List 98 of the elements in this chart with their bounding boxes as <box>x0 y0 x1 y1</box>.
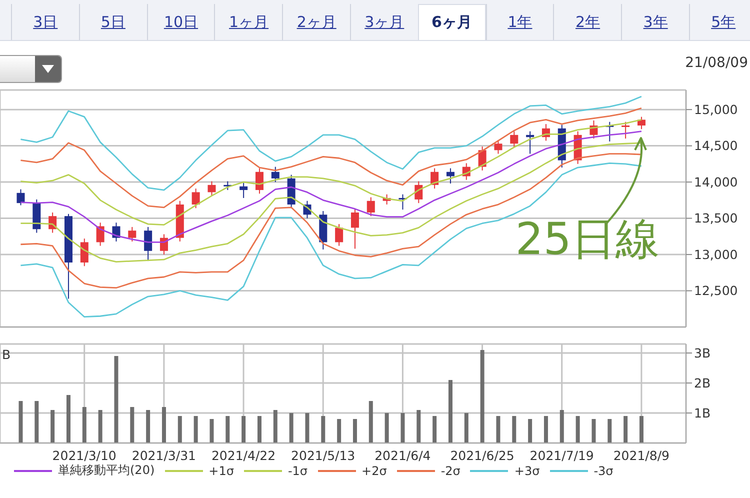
text: 3日 <box>11 4 79 40</box>
bar <box>512 416 516 443</box>
candlestick <box>144 226 152 262</box>
bar <box>560 410 564 443</box>
candlestick <box>526 130 534 154</box>
candlestick <box>350 208 359 250</box>
x-tick-label: 2021/7/19 <box>530 448 594 463</box>
candlestick <box>208 180 216 196</box>
bar <box>368 401 373 443</box>
bar <box>242 416 246 443</box>
bar <box>50 410 55 443</box>
x-tick-label: 2021/3/31 <box>132 448 196 463</box>
bar <box>273 410 278 443</box>
candlestick <box>271 166 280 183</box>
bar <box>576 416 580 443</box>
candlestick <box>335 224 344 246</box>
bar <box>416 410 421 443</box>
candlestick <box>192 188 200 209</box>
candlestick <box>446 168 454 184</box>
bar <box>305 413 310 443</box>
legend-label: -1σ <box>288 464 308 478</box>
candlestick <box>510 130 518 148</box>
bar <box>289 413 294 443</box>
text: 1ヶ月 <box>214 4 282 40</box>
x-tick-label: 2021/8/9 <box>613 448 670 463</box>
legend-label: +3σ <box>514 464 540 478</box>
candlestick <box>16 188 25 206</box>
text: 3ヶ月 <box>350 4 418 40</box>
candlestick <box>494 140 502 154</box>
x-tick-label: 2021/4/22 <box>211 448 276 463</box>
y-tick-label: 13,000 <box>694 246 738 262</box>
candlestick <box>255 168 264 194</box>
text: 21/08/09 <box>685 55 748 71</box>
bar <box>226 416 230 443</box>
text: 6ヶ月 <box>418 4 486 40</box>
candlestick <box>240 182 248 198</box>
bar <box>592 419 596 443</box>
legend-label: +1σ <box>208 464 234 478</box>
bar <box>639 416 644 443</box>
y-tick-label: 1B <box>694 405 711 420</box>
bar <box>178 416 182 443</box>
bar <box>496 416 500 443</box>
bar <box>162 407 166 443</box>
candlestick <box>637 116 646 130</box>
x-tick-label: 2021/6/4 <box>374 448 431 463</box>
annotation: 25日線 <box>515 214 660 266</box>
candlestick <box>622 121 630 140</box>
text: 2ヶ月 <box>282 4 350 40</box>
bar <box>400 413 405 443</box>
bar <box>464 413 468 443</box>
text: 10日 <box>146 4 214 40</box>
legend-label: -2σ <box>440 464 460 478</box>
bar <box>82 407 86 443</box>
text: 1年 <box>486 4 554 40</box>
bar <box>352 419 357 443</box>
bar <box>608 419 612 443</box>
y-tick-label: 14,000 <box>694 174 738 190</box>
text: 5年 <box>688 4 750 40</box>
bar <box>432 416 437 443</box>
bar <box>544 416 548 443</box>
y-tick-label: 13,500 <box>694 210 738 226</box>
bar <box>210 419 214 443</box>
y-tick-label: 12,500 <box>694 283 738 298</box>
legend-label: -3σ <box>594 464 614 478</box>
x-tick-label: 2021/6/25 <box>450 448 514 463</box>
x-tick-label: 2021/3/10 <box>52 448 116 463</box>
y-tick-label: 15,000 <box>694 102 738 118</box>
text: B <box>2 347 11 362</box>
bar <box>480 350 484 443</box>
line-series <box>20 107 642 208</box>
bar <box>448 380 452 443</box>
y-tick-label: 3B <box>694 345 711 360</box>
legend-label: 単純移動平均(20) <box>58 462 155 479</box>
text: 5日 <box>78 4 147 40</box>
text: 2年 <box>553 4 622 40</box>
line-series <box>20 96 642 191</box>
bar <box>337 419 342 443</box>
bar <box>98 410 102 443</box>
bar <box>194 416 198 443</box>
text: 3年 <box>621 4 689 40</box>
bar <box>146 410 150 443</box>
bar <box>257 416 262 443</box>
bar <box>66 395 70 443</box>
candlestick <box>128 226 136 242</box>
bar <box>321 416 326 443</box>
bar <box>114 356 118 443</box>
bar <box>34 401 39 443</box>
bar <box>130 407 134 443</box>
bar <box>528 419 532 443</box>
y-tick-label: 14,500 <box>694 138 738 154</box>
bar <box>624 416 628 443</box>
bar <box>18 401 23 443</box>
candlestick <box>80 238 88 267</box>
x-tick-label: 2021/5/13 <box>291 448 356 463</box>
y-tick-label: 2B <box>694 375 711 390</box>
bar <box>384 413 389 443</box>
legend-label: +2σ <box>362 464 387 478</box>
candlestick <box>366 196 375 217</box>
